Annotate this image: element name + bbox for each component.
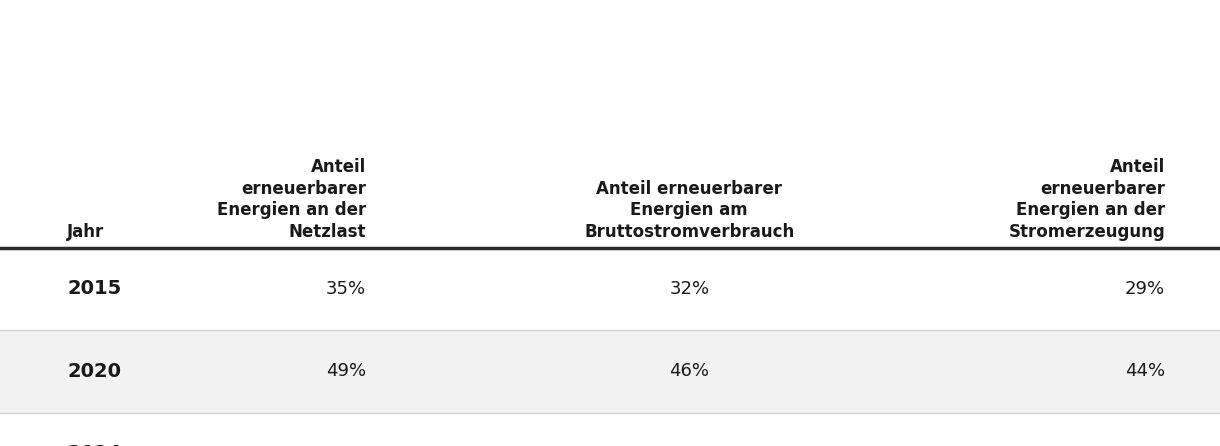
Text: 49%: 49% xyxy=(326,362,366,380)
FancyBboxPatch shape xyxy=(0,413,1220,446)
Text: 2024: 2024 xyxy=(67,444,121,446)
Text: 56%: 56% xyxy=(326,445,366,446)
Text: 44%: 44% xyxy=(1125,362,1165,380)
Text: 58%: 58% xyxy=(1125,445,1165,446)
Text: 2015: 2015 xyxy=(67,279,121,298)
FancyBboxPatch shape xyxy=(0,330,1220,413)
Text: 46%: 46% xyxy=(670,362,709,380)
Text: Anteil erneuerbarer
Energien am
Bruttostromverbrauch: Anteil erneuerbarer Energien am Bruttost… xyxy=(584,180,794,241)
Text: 54%: 54% xyxy=(670,445,709,446)
Text: Anteil
erneuerbarer
Energien an der
Stromerzeugung: Anteil erneuerbarer Energien an der Stro… xyxy=(1009,158,1165,241)
Text: Anteil
erneuerbarer
Energien an der
Netzlast: Anteil erneuerbarer Energien an der Netz… xyxy=(217,158,366,241)
Text: 35%: 35% xyxy=(326,280,366,298)
Text: 2020: 2020 xyxy=(67,362,121,381)
Text: 29%: 29% xyxy=(1125,280,1165,298)
FancyBboxPatch shape xyxy=(0,248,1220,330)
Text: Jahr: Jahr xyxy=(67,223,105,241)
Text: 32%: 32% xyxy=(670,280,709,298)
